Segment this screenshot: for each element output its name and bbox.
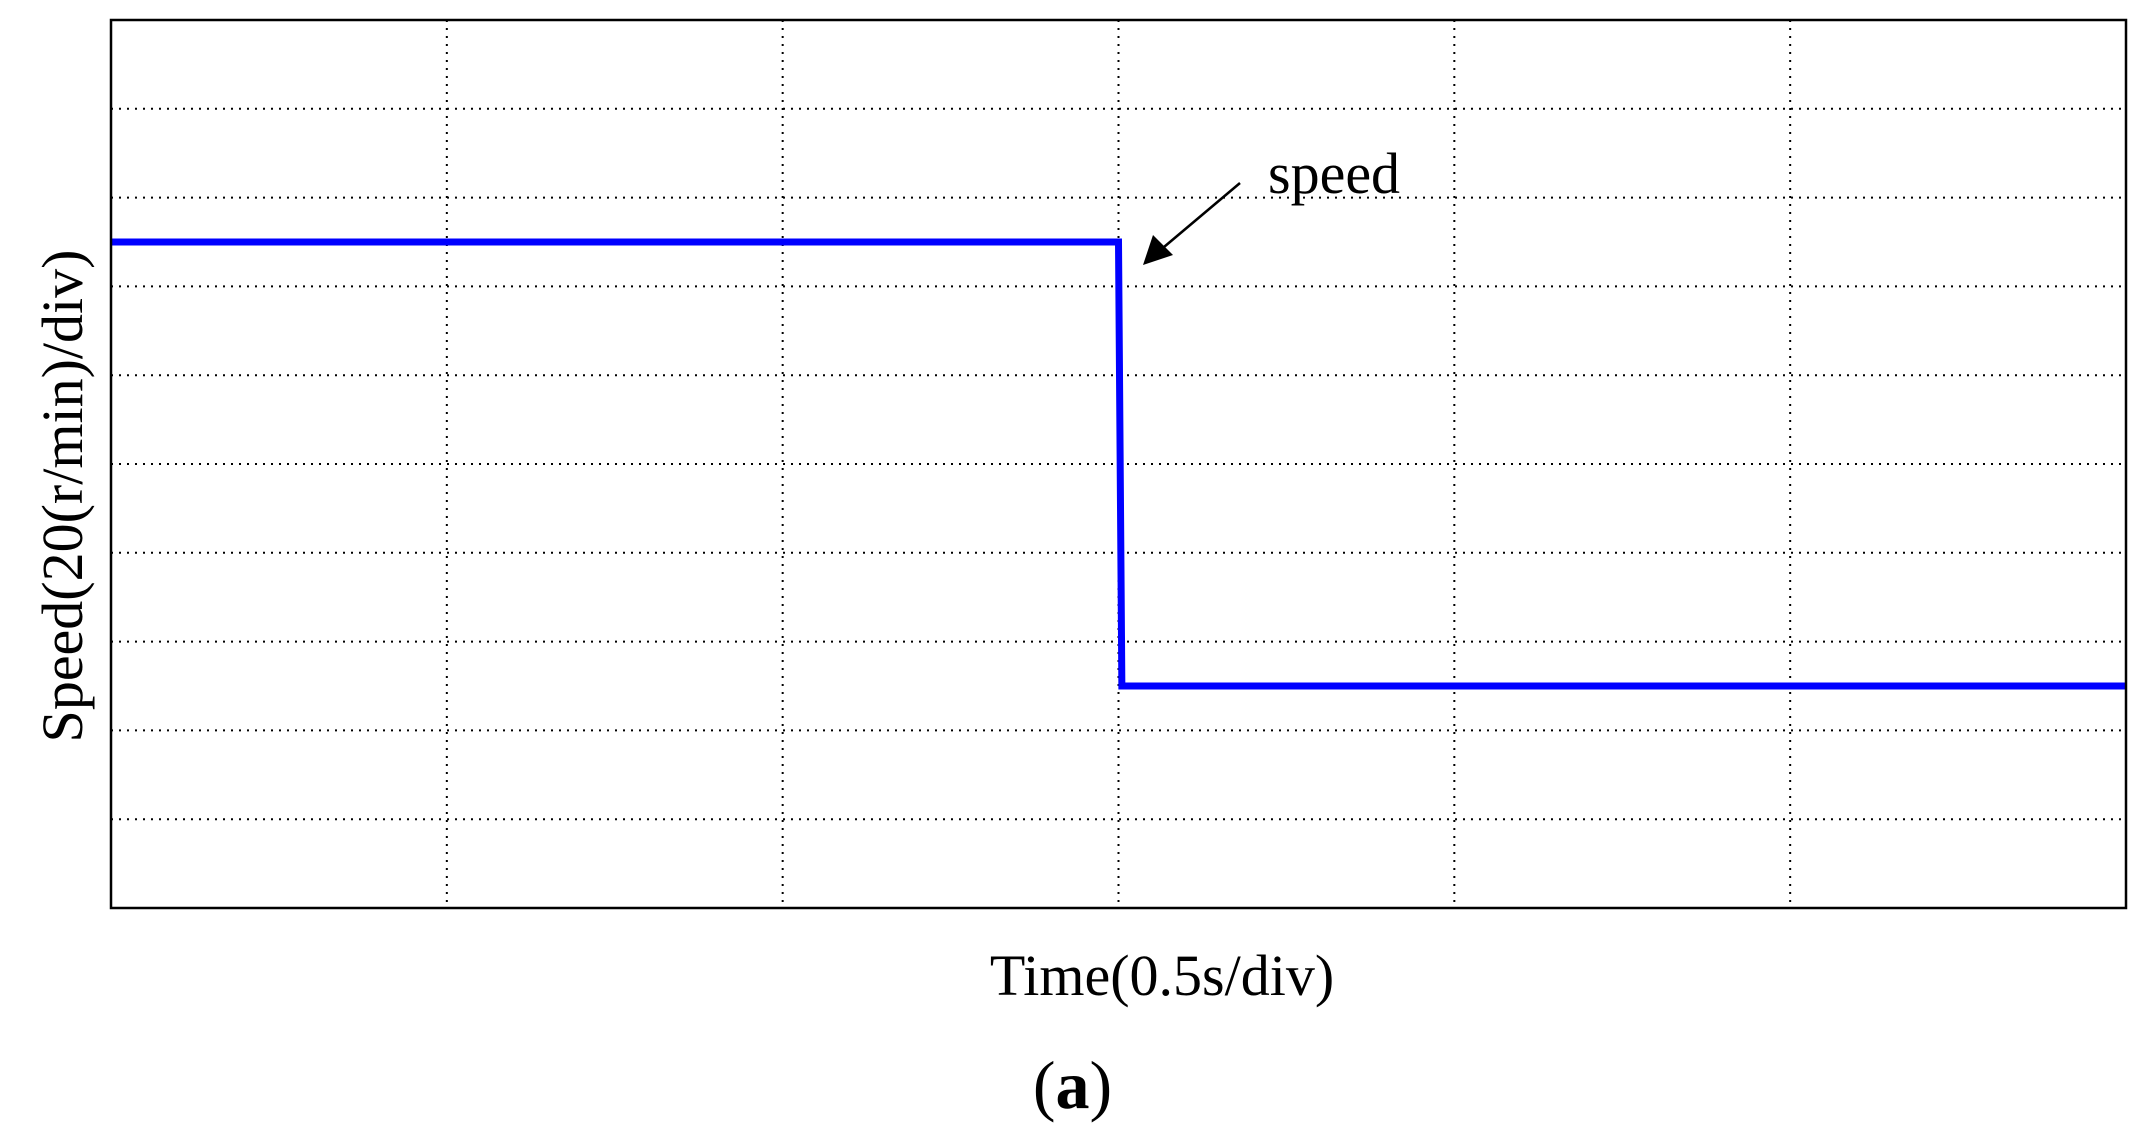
panel-letter: a [1055,1047,1090,1123]
annotation-speed-label: speed [1268,141,1400,206]
plot-frame [109,18,2128,910]
panel-label: (a) [0,1045,2145,1125]
x-axis-label: Time(0.5s/div) [990,943,1334,1008]
annotation-group: speed [1143,141,1400,265]
speed-series-line [111,238,2126,690]
panel-close-paren: ) [1089,1047,1113,1123]
series-group [111,238,2126,690]
annotation-arrowhead [1143,235,1173,265]
annotation-arrow-shaft [1163,182,1241,248]
y-axis-label: Speed(20(r/min)/div) [30,250,95,743]
panel-open-paren: ( [1032,1047,1056,1123]
